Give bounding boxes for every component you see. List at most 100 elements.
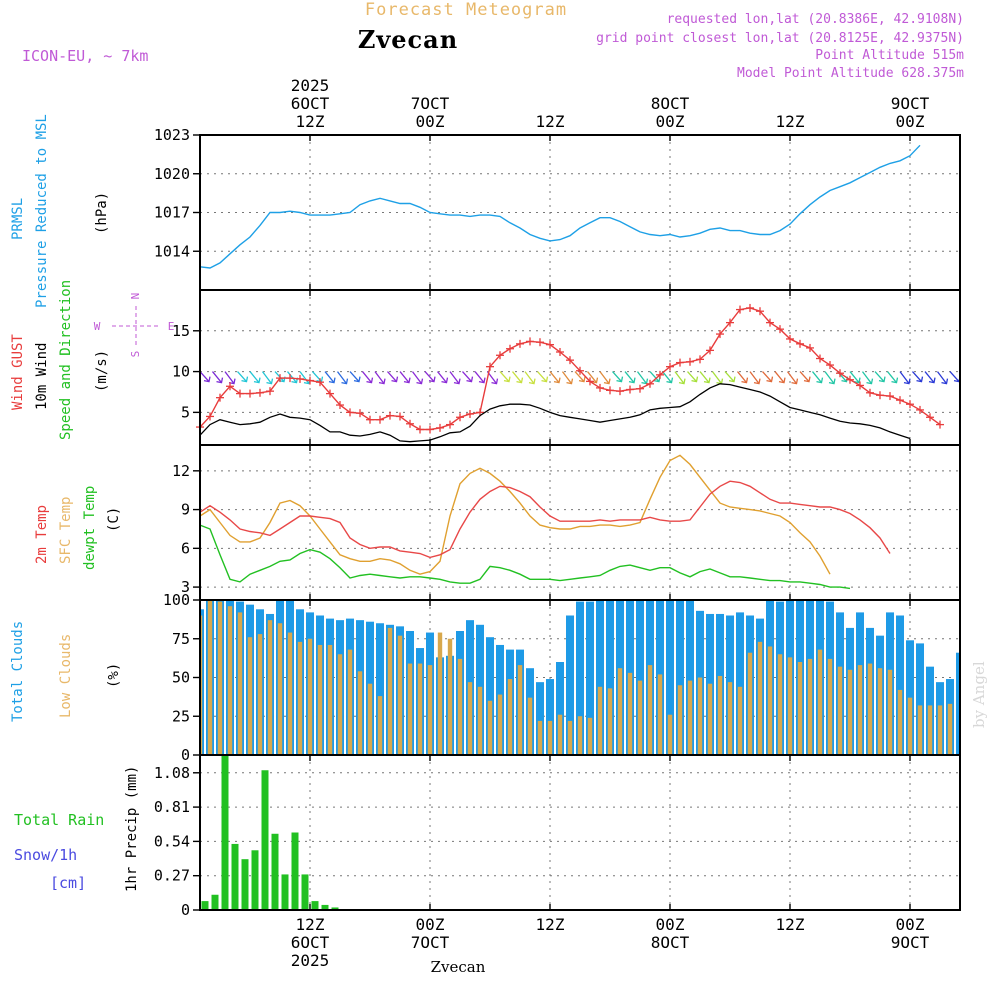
wind-gust-marker [436,423,444,432]
wind-gust-marker [536,338,544,347]
wind-arrow-shaft [724,371,735,383]
wind-arrow [661,371,674,384]
wind-arrow [799,371,811,383]
wind-arrow-shaft [424,371,435,383]
low-cloud-bar [557,714,563,755]
wind-direction-arrows [199,371,961,385]
wind-arrow-head [341,378,349,385]
low-cloud-bar [887,669,893,755]
total-cloud-bar [896,615,904,755]
low-cloud-bar [547,720,553,755]
wind-arrow [786,371,799,385]
low-cloud-bar [687,680,693,755]
low-cloud-bar [737,686,743,755]
bottom-time-label: 6OCT [291,933,330,952]
wind-arrow [411,371,424,385]
wind-arrow [687,371,699,383]
wind-arrow-shaft [462,371,472,383]
wind-arrow-head [266,378,274,385]
bottom-time-label: 2025 [291,951,330,970]
rain-bar [231,843,239,910]
low-cloud-bar [777,654,783,755]
wind-arrow-shaft [649,371,660,383]
top-time-label: 2025 [291,76,330,95]
bottom-time-label: 12Z [776,915,805,934]
total-cloud-bar [606,600,614,755]
wind-arrow-head [666,377,674,384]
low-cloud-bar [597,686,603,755]
wind-arrow-head [628,377,636,384]
wind-gust-marker [856,381,864,390]
low-cloud-bar [947,703,953,755]
wind-arrow [549,371,561,384]
low-cloud-bar [937,705,943,755]
wind-arrow-head [541,376,549,383]
temp-dew-label: dewpt Temp [82,486,98,570]
wind-arrow [374,371,386,385]
wind-gust-marker [446,420,454,429]
wind-arrow-head [328,377,336,384]
wind-gust-marker [386,411,394,420]
low-cloud-bar [477,686,483,755]
pressure-ytick-label: 1023 [154,126,190,144]
wind-arrow-head [916,376,924,383]
temp-labels: 2m Temp SFC Temp dewpt Temp (C) [34,486,122,570]
wind-arrow-shaft [636,371,648,384]
wind-arrow [462,371,474,383]
top-time-label: 7OCT [411,94,450,113]
wind-gust-marker [676,358,684,367]
total-cloud-bar [576,601,584,755]
chart-panels: 1014 1017 1020 1023 5 10 15 3 6 9 12 0 25 50 75 100 0 0.2… [154,126,961,919]
wind-arrow [674,371,686,385]
top-time-label: 12Z [536,112,565,131]
wind-arrow-shaft [361,371,373,383]
low-cloud-bar [217,601,223,755]
wind-arrow [899,371,911,385]
wind-arrow-shaft [449,371,460,384]
wind-arrow [324,371,336,384]
temp-ytick-label: 6 [181,539,190,557]
wind-arrow [612,371,624,383]
wind-arrow-shaft [224,371,235,384]
wind-gust-marker [556,348,564,356]
wind-gust-marker [936,420,944,429]
rain-bar [301,874,309,910]
bottom-time-label: 8OCT [651,933,690,952]
top-time-label: 8OCT [651,94,690,113]
wind-arrow-shaft [524,371,535,384]
low-cloud-bar [437,632,443,755]
pressure-labels: PRMSL Pressure Reduced to MSL (hPa) [10,114,110,308]
low-cloud-bar [797,662,803,755]
wind-gust-marker [906,400,914,409]
low-cloud-bar [507,679,513,755]
wind-arrow-head [578,376,586,383]
pressure-panel: 1014 1017 1020 1023 [154,126,961,291]
low-cloud-bar [847,669,853,755]
low-cloud-bar [297,641,303,755]
low-cloud-bar [457,658,463,755]
wind-arrow [762,371,774,383]
wind-arrow-shaft [736,371,748,383]
wind-arrow [861,371,874,385]
low-cloud-bar [517,665,523,755]
wind-gust-marker [746,303,754,312]
wind-arrow [261,371,274,385]
wind-arrow-head [803,376,811,383]
total-cloud-bar [376,623,384,755]
wind-arrow-head [866,378,874,385]
rain-bar [271,833,279,910]
wind-arrow [449,371,461,385]
wind-gust-marker [836,369,844,378]
wind-arrow-shaft [849,371,860,383]
precip-ytick-label: 0.81 [154,798,190,816]
low-cloud-bar [767,646,773,755]
wind-arrow [299,371,311,385]
wind-gust-marker [726,318,734,327]
wind-gust-marker [246,389,254,398]
precip-labels: Total Rain Snow/1h [cm] 1hr Precip (mm) [14,766,140,892]
bottom-time-label: 00Z [896,915,925,934]
low-cloud-bar [667,714,673,755]
wind-arrow-shaft [399,371,410,383]
top-time-label: 12Z [776,112,805,131]
